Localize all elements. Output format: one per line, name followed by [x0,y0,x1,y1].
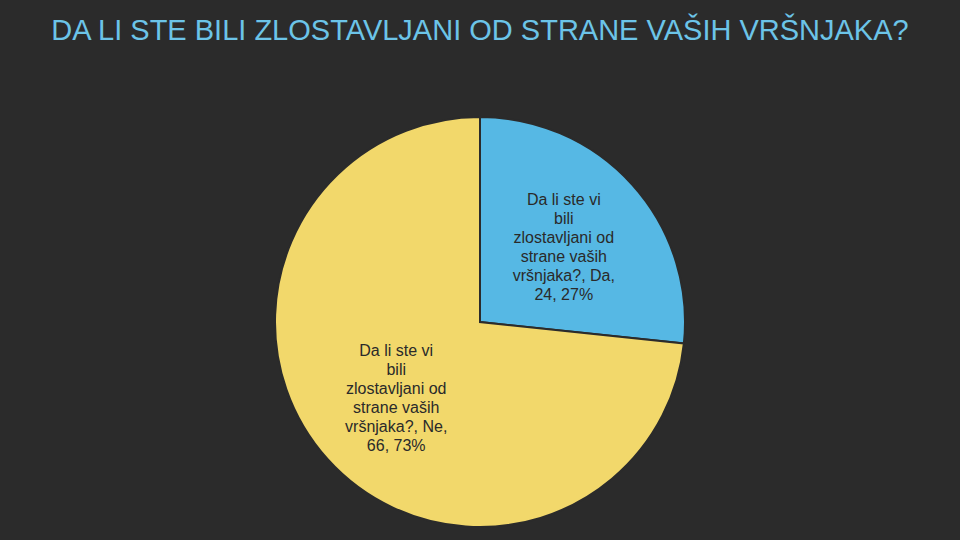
svg-text:Da li ste vibilizlostavljani o: Da li ste vibilizlostavljani odstrane va… [345,341,447,453]
svg-text:Da li ste vibilizlostavljani o: Da li ste vibilizlostavljani odstrane va… [513,191,615,303]
html-text:DA LI STE BILI ZLOSTAVLJANI OD: DA LI STE BILI ZLOSTAVLJANI OD STRANE VA… [51,14,909,46]
